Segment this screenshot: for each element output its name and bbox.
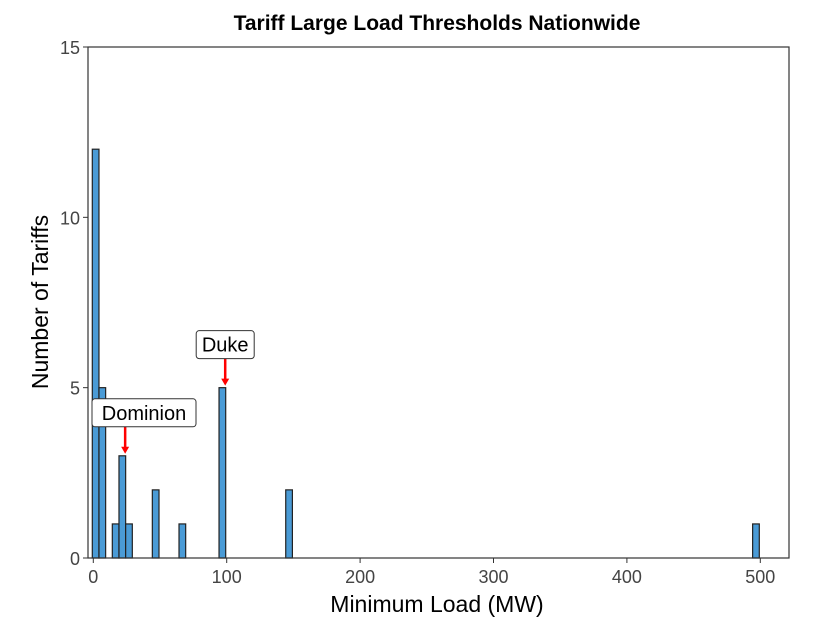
histogram-bar (752, 523, 760, 559)
annotation-label-duke: Duke (202, 335, 249, 357)
histogram-bar (151, 489, 160, 559)
histogram-bar (178, 523, 187, 559)
annotation-box (195, 330, 255, 360)
plot-frame (87, 46, 790, 559)
histogram-bar (218, 387, 227, 559)
x-tick-label: 500 (745, 567, 775, 587)
annotation-box (91, 398, 197, 428)
arrow-head-icon (121, 446, 130, 454)
histogram-bar (285, 489, 294, 559)
histogram-bar (111, 523, 120, 559)
arrow-head-icon (221, 378, 230, 386)
histogram-bar (91, 148, 100, 559)
y-tick-label: 15 (60, 38, 80, 58)
x-tick-label: 200 (345, 567, 375, 587)
x-axis-label: Minimum Load (MW) (330, 591, 543, 617)
histogram-bar (125, 523, 133, 559)
x-tick-label: 0 (88, 567, 98, 587)
x-tick-label: 400 (612, 567, 642, 587)
x-tick-label: 300 (478, 567, 508, 587)
y-tick-label: 10 (60, 208, 80, 228)
histogram-bar (118, 455, 127, 559)
x-tick-label: 100 (212, 567, 242, 587)
annotation-label-dominion: Dominion (102, 403, 186, 425)
chart-title: Tariff Large Load Thresholds Nationwide (234, 12, 641, 35)
y-tick-label: 5 (70, 379, 80, 399)
y-axis-label: Number of Tariffs (27, 215, 53, 389)
y-tick-label: 0 (70, 549, 80, 569)
